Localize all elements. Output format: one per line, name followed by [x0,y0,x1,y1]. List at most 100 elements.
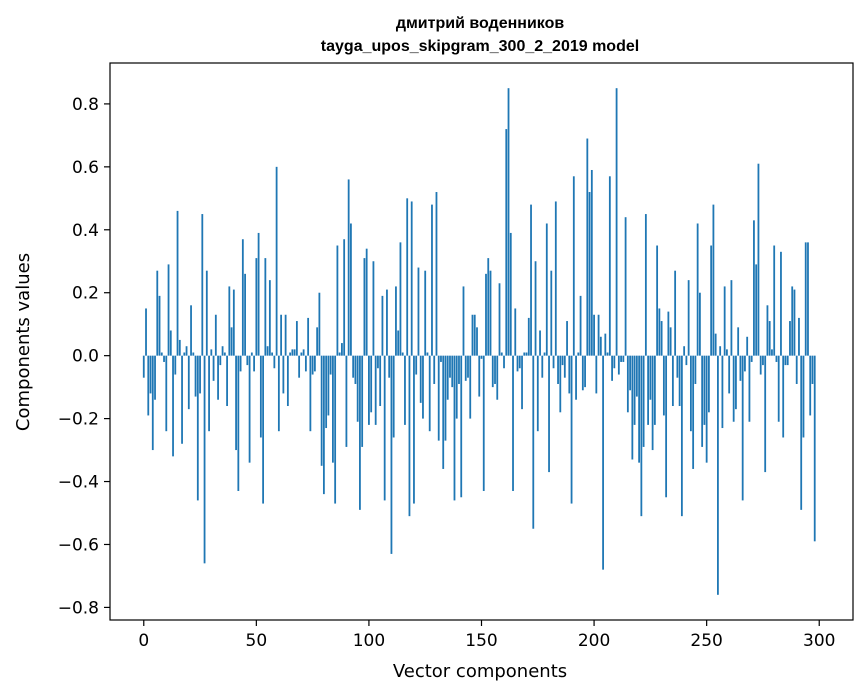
bar [570,355,573,504]
bar [455,355,458,419]
bar [581,355,584,391]
bar [496,355,499,400]
bar [624,217,627,356]
bar [491,355,494,388]
bar [408,355,411,517]
bar [541,355,544,378]
bar [590,169,593,356]
bar [563,355,566,378]
bar [316,327,319,356]
bar [473,314,476,356]
bar [343,239,346,356]
bar [500,352,503,356]
bar [543,352,546,356]
bar [365,248,368,356]
bar [766,305,769,356]
x-tick-label: 50 [246,631,268,651]
bar [739,355,742,381]
bar [413,355,415,504]
bar [449,355,451,378]
bar [793,289,796,356]
bar [764,355,767,473]
bar [388,355,391,378]
bar [478,355,481,397]
bar [667,311,670,356]
bar [701,355,704,447]
bar [671,355,674,407]
y-axis-ticks: 0.8 0.6 0.4 0.2 0.0 −0.2 −0.4 −0.6 −0.8 [58,95,110,618]
bar [714,333,717,356]
bar [595,355,598,394]
bar [350,223,352,356]
bar [757,163,760,356]
bar [762,355,764,366]
bar [293,349,296,356]
bar [604,333,607,356]
bar [437,355,440,441]
bar [509,232,512,356]
bar [780,251,782,356]
bar [719,346,722,356]
x-axis-ticks: 0 50 100 150 200 250 300 [138,620,835,651]
bar [332,355,334,463]
bar [498,283,501,356]
bar [759,355,762,375]
bar [318,292,321,356]
y-tick-label: 0.6 [72,158,99,178]
bar [811,355,814,384]
bar [304,355,307,372]
bar [214,314,217,356]
bar [476,327,478,356]
bar [275,166,278,356]
bar [685,355,688,366]
bar [352,355,355,378]
bar [575,355,577,400]
bar [545,223,548,356]
bar [615,88,618,356]
bar [262,355,264,504]
bar [748,355,751,422]
bar [428,355,431,432]
bar [277,355,280,432]
bar [494,355,496,384]
bar [356,355,359,422]
bar-series [142,88,816,595]
bar [392,355,395,438]
bar [419,355,422,403]
bar [169,330,172,356]
bar [599,336,602,356]
bar [768,321,771,356]
bar [471,314,474,356]
bar [147,355,150,416]
bar [163,355,165,362]
bar [246,355,249,366]
bar [658,308,661,356]
bar [244,273,246,356]
bar [620,355,622,362]
bar [703,355,706,425]
bar [516,355,519,372]
bar [417,267,420,356]
bar [802,355,805,438]
bar [313,355,316,372]
bar [732,355,735,422]
bar [726,349,728,356]
bar [433,355,436,384]
bar [268,280,271,356]
bar [689,355,692,432]
bar [487,258,490,356]
bar [753,220,755,356]
y-tick-label: −0.6 [58,535,99,555]
bar [503,355,505,369]
x-tick-label: 150 [465,631,497,651]
bar [359,355,361,510]
bar [680,355,683,517]
bar [422,355,424,419]
bar [786,355,789,366]
bar [775,355,778,362]
bar [271,352,274,356]
bar [566,321,568,356]
bar [223,352,226,356]
bar [165,355,168,432]
bar [390,355,393,554]
